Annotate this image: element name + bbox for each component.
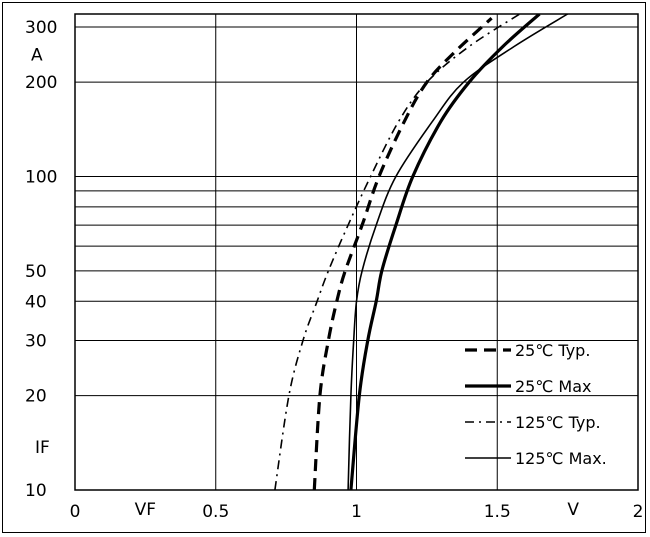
plot-border [74,13,639,491]
legend-label-3: 125℃ Typ. [515,413,601,432]
x-tick-label: 1.5 [484,502,511,522]
y-tick-label: 300 [25,18,57,38]
x-tick-label: 0 [70,502,81,522]
legend-label-1: 25℃ Typ. [515,341,590,360]
y-axis-label: IF [35,438,50,458]
x-unit-label: V [567,500,579,520]
legend-label-2: 25℃ Max [515,377,592,396]
legend-label-4: 125℃ Max. [515,449,607,468]
y-tick-label: 200 [25,73,57,93]
x-tick-label: 2 [633,502,644,522]
axes [74,13,639,491]
legend: 25℃ Typ. 25℃ Max 125℃ Typ. 125℃ Max. [465,341,607,468]
y-tick-label: 40 [25,292,47,312]
series-line-1 [312,17,493,490]
series-line-4 [347,14,569,490]
x-axis-label: VF [135,500,156,520]
y-tick-label: 50 [25,262,47,282]
series-line-2 [349,14,541,490]
y-tick-label: 100 [25,168,57,188]
series-line-3 [274,14,521,490]
chart-frame [2,2,646,533]
labels: 10 20 30 40 50 100 200 300 A IF 0 0.5 1 1.5 2 VF V [25,18,643,522]
y-tick-label: 20 [25,387,47,407]
y-tick-label: 10 [25,481,47,501]
curves [274,14,569,490]
x-tick-label: 0.5 [202,502,229,522]
x-tick-label: 1 [351,502,362,522]
y-tick-label: 30 [25,331,47,351]
y-unit-label: A [31,46,43,66]
